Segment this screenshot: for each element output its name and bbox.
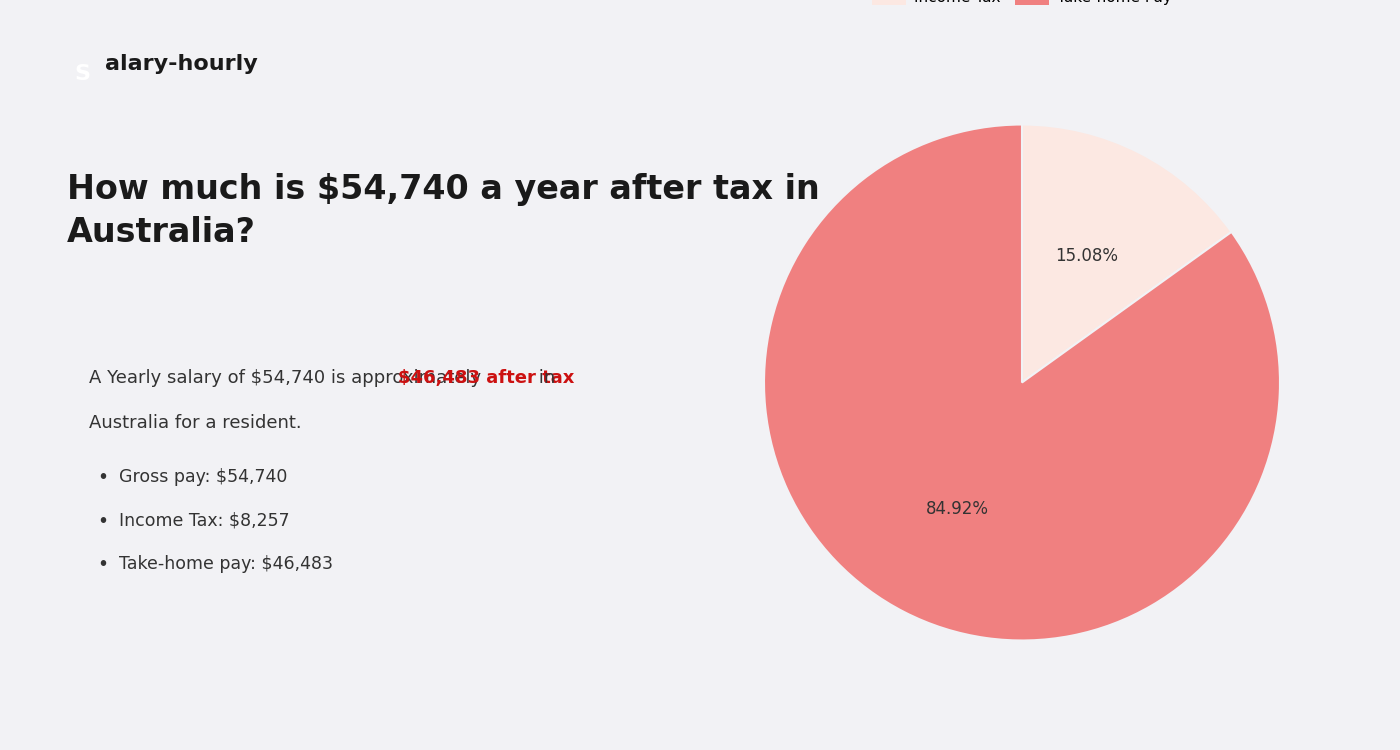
Text: Gross pay: $54,740: Gross pay: $54,740	[119, 468, 287, 486]
Text: •: •	[98, 555, 109, 574]
Text: S: S	[74, 64, 91, 83]
Text: •: •	[98, 468, 109, 488]
Legend: Income Tax, Take-home Pay: Income Tax, Take-home Pay	[867, 0, 1177, 11]
Wedge shape	[1022, 124, 1232, 382]
Text: $46,483 after tax: $46,483 after tax	[398, 369, 574, 387]
Text: alary-hourly: alary-hourly	[105, 54, 258, 74]
Text: How much is $54,740 a year after tax in
Australia?: How much is $54,740 a year after tax in …	[67, 172, 820, 249]
Text: •: •	[98, 512, 109, 530]
Text: 15.08%: 15.08%	[1056, 248, 1119, 266]
Text: A Yearly salary of $54,740 is approximately: A Yearly salary of $54,740 is approximat…	[90, 369, 487, 387]
Text: Australia for a resident.: Australia for a resident.	[90, 414, 302, 432]
Text: Take-home pay: $46,483: Take-home pay: $46,483	[119, 555, 333, 573]
Text: in: in	[532, 369, 554, 387]
Text: 84.92%: 84.92%	[925, 500, 988, 517]
Wedge shape	[764, 124, 1280, 640]
Text: Income Tax: $8,257: Income Tax: $8,257	[119, 512, 290, 530]
